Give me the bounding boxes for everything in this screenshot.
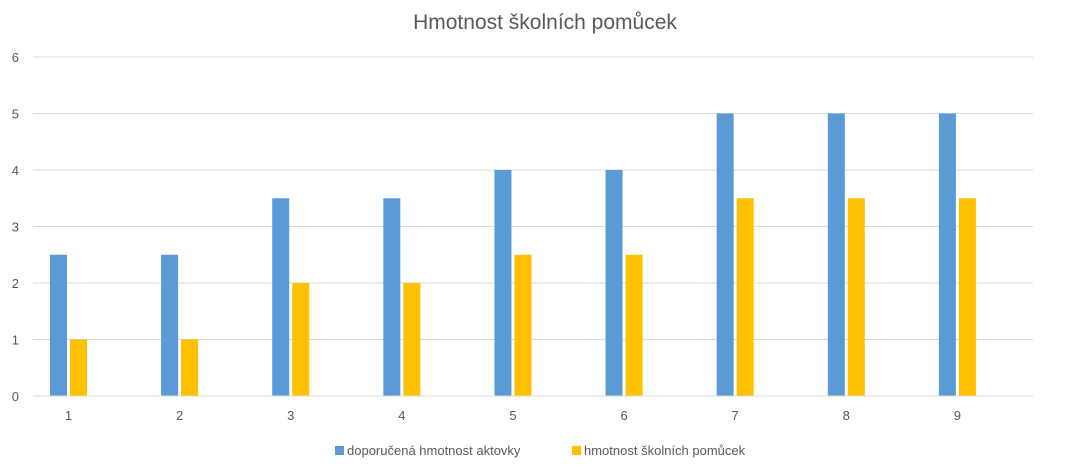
x-tick-label: 4: [398, 408, 405, 423]
x-tick-label: 6: [620, 408, 627, 423]
y-tick-label: 1: [12, 333, 19, 348]
x-tick-label: 5: [509, 408, 516, 423]
bar-series-1-cat-9: [958, 198, 976, 396]
x-axis: 1 2 3 4 5 6 7 8 9: [33, 395, 1033, 423]
legend-label-doporucena: doporučená hmotnost aktovky: [347, 443, 521, 458]
bar-series-1-cat-8: [847, 198, 865, 396]
bar-series-0-cat-7: [716, 113, 734, 396]
x-tick-label: 7: [732, 408, 739, 423]
bar-series-0-cat-2: [161, 254, 179, 396]
y-tick-label: 2: [12, 276, 19, 291]
bar-series-1-cat-5: [514, 254, 532, 396]
bar-series-0-cat-3: [272, 198, 290, 396]
y-tick-label: 6: [12, 50, 19, 65]
bar-series-0-cat-4: [383, 198, 401, 396]
x-tick-label: 2: [176, 408, 183, 423]
legend-swatch-doporucena: [335, 446, 344, 455]
bar-series-1-cat-2: [181, 339, 199, 396]
bar-series-0-cat-8: [827, 113, 845, 396]
bar-series-0-cat-5: [494, 170, 512, 396]
bar-series-1-cat-6: [625, 254, 643, 396]
y-tick-label: 5: [12, 107, 19, 122]
bar-series-1-cat-7: [736, 198, 754, 396]
x-tick-label: 9: [954, 408, 961, 423]
bars: [50, 113, 976, 396]
x-tick-label: 1: [65, 408, 72, 423]
bar-series-1-cat-4: [403, 283, 421, 396]
legend-swatch-hmotnost: [572, 446, 581, 455]
x-tick-label: 8: [843, 408, 850, 423]
bar-series-1-cat-1: [70, 339, 87, 396]
chart-title: Hmotnost školních pomůcek: [413, 11, 677, 34]
y-axis: 0 1 2 3 4 5 6: [12, 50, 19, 404]
gridlines: [33, 56, 1033, 340]
bar-series-0-cat-1: [50, 254, 67, 396]
y-tick-label: 3: [12, 220, 19, 235]
x-tick-label: 3: [287, 408, 294, 423]
bar-series-0-cat-9: [938, 113, 956, 396]
bar-series-1-cat-3: [292, 283, 310, 396]
y-tick-label: 4: [12, 163, 19, 178]
legend: doporučená hmotnost aktovky hmotnost ško…: [335, 443, 746, 458]
legend-label-hmotnost: hmotnost školních pomůcek: [584, 443, 746, 458]
y-tick-label: 0: [12, 389, 19, 404]
bar-series-0-cat-6: [605, 170, 623, 396]
